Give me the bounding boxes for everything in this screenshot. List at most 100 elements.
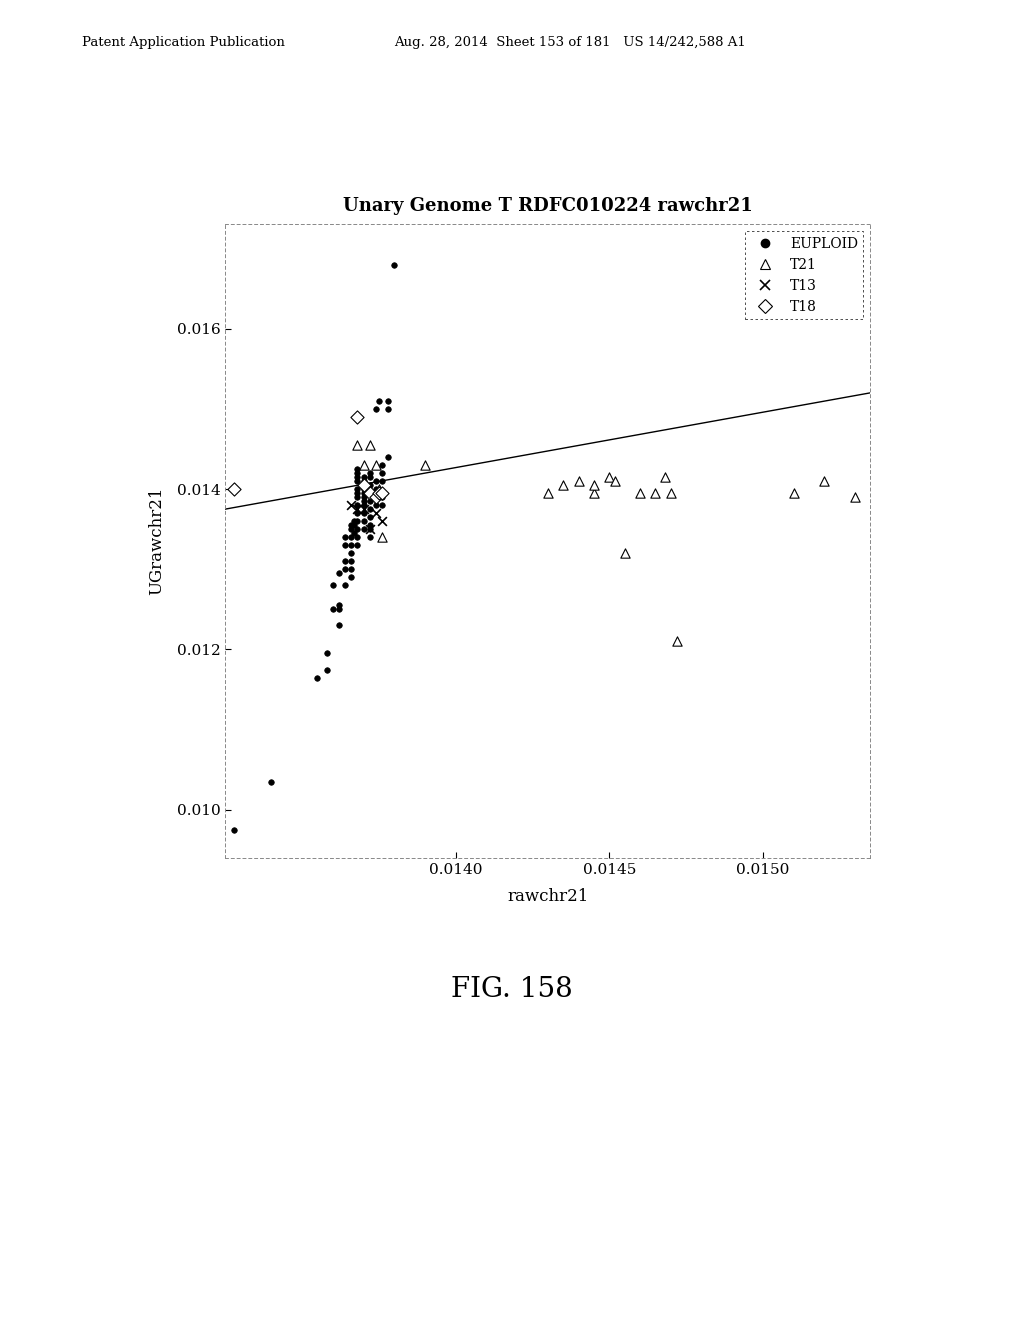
Point [816, 470, 833, 491]
Point [368, 454, 384, 475]
Y-axis label: UGrawchr21: UGrawchr21 [148, 487, 166, 595]
Point [361, 483, 378, 504]
Text: FIG. 158: FIG. 158 [452, 975, 572, 1003]
Point [343, 558, 359, 579]
Point [355, 511, 372, 532]
Point [337, 558, 353, 579]
Point [349, 495, 366, 516]
Point [368, 487, 384, 508]
Point [355, 495, 372, 516]
Point [349, 458, 366, 479]
Point [349, 483, 366, 504]
Point [386, 253, 402, 275]
Point [361, 466, 378, 487]
Point [349, 434, 366, 455]
Point [540, 483, 556, 504]
Point [343, 543, 359, 564]
Point [349, 499, 366, 520]
Point [318, 643, 335, 664]
Point [361, 519, 378, 540]
Point [337, 574, 353, 595]
Point [355, 519, 372, 540]
Point [361, 515, 378, 536]
Point [371, 483, 387, 504]
Point [263, 771, 280, 792]
Point [361, 483, 378, 504]
Point [380, 391, 396, 412]
Point [847, 487, 863, 508]
Point [346, 523, 362, 544]
Point [380, 399, 396, 420]
Point [374, 462, 390, 483]
Point [355, 466, 372, 487]
Point [601, 466, 617, 487]
Point [368, 479, 384, 500]
Point [331, 599, 347, 620]
Point [318, 659, 335, 680]
Point [785, 483, 802, 504]
Point [349, 527, 366, 548]
Point [325, 574, 341, 595]
Point [325, 599, 341, 620]
Point [331, 562, 347, 583]
Point [361, 474, 378, 495]
Point [374, 487, 390, 508]
Point [380, 446, 396, 467]
Point [337, 550, 353, 572]
Point [368, 495, 384, 516]
Point [349, 407, 366, 428]
Point [355, 491, 372, 512]
Point [368, 483, 384, 504]
Point [374, 527, 390, 548]
Point [647, 483, 664, 504]
Point [361, 499, 378, 520]
Point [361, 527, 378, 548]
Point [343, 515, 359, 536]
Point [346, 511, 362, 532]
Point [355, 470, 372, 491]
Point [349, 535, 366, 556]
Text: Patent Application Publication: Patent Application Publication [82, 36, 285, 49]
Point [374, 495, 390, 516]
Point [343, 495, 359, 516]
Point [355, 479, 372, 500]
Point [355, 474, 372, 495]
Point [417, 454, 433, 475]
Point [226, 479, 243, 500]
Point [374, 511, 390, 532]
Point [343, 527, 359, 548]
Point [349, 470, 366, 491]
Point [349, 519, 366, 540]
Point [616, 543, 633, 564]
Point [343, 535, 359, 556]
Point [355, 454, 372, 475]
Point [570, 470, 587, 491]
X-axis label: rawchr21: rawchr21 [507, 888, 589, 906]
Point [355, 487, 372, 508]
Point [349, 487, 366, 508]
Point [371, 391, 387, 412]
Point [669, 631, 685, 652]
Point [371, 479, 387, 500]
Point [361, 462, 378, 483]
Point [355, 499, 372, 520]
Point [374, 483, 390, 504]
Point [331, 615, 347, 636]
Point [361, 434, 378, 455]
Point [309, 667, 326, 688]
Point [349, 462, 366, 483]
Point [355, 503, 372, 524]
Point [555, 474, 571, 495]
Point [361, 491, 378, 512]
Point [374, 454, 390, 475]
Title: Unary Genome T RDFC010224 rawchr21: Unary Genome T RDFC010224 rawchr21 [343, 197, 753, 215]
Point [349, 503, 366, 524]
Point [361, 507, 378, 528]
Point [343, 550, 359, 572]
Point [586, 474, 602, 495]
Point [349, 511, 366, 532]
Point [374, 470, 390, 491]
Point [343, 566, 359, 587]
Point [361, 519, 378, 540]
Text: Aug. 28, 2014  Sheet 153 of 181   US 14/242,588 A1: Aug. 28, 2014 Sheet 153 of 181 US 14/242… [394, 36, 746, 49]
